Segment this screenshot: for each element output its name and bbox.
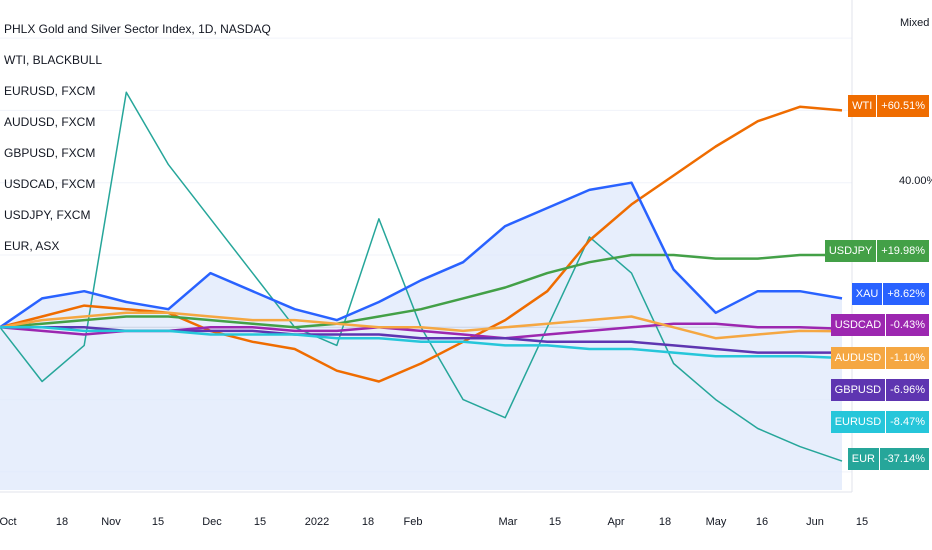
price-tag-symbol: USDJPY <box>824 240 877 262</box>
legend-item-usdjpy[interactable]: USDJPY, FXCM <box>4 208 91 222</box>
scale-mode-label[interactable]: Mixed <box>900 17 929 29</box>
price-tag-symbol: GBPUSD <box>830 379 886 401</box>
x-tick-label: May <box>706 516 727 528</box>
x-tick-label: Oct <box>0 516 17 528</box>
series-line-audusd[interactable] <box>0 311 843 340</box>
price-tag-eur: EUR -37.14% <box>847 448 929 470</box>
x-tick-label: 2022 <box>305 516 329 528</box>
price-tag-usdjpy: USDJPY +19.98% <box>824 240 929 262</box>
legend-item-usdcad[interactable]: USDCAD, FXCM <box>4 177 96 191</box>
series-lines <box>0 91 843 462</box>
x-tick-label: Dec <box>202 516 222 528</box>
price-tag-value: -37.14% <box>880 448 929 470</box>
legend-item-eur[interactable]: EUR, ASX <box>4 239 60 253</box>
price-tag-gbpusd: GBPUSD -6.96% <box>830 379 929 401</box>
series-line-wti[interactable] <box>0 105 843 383</box>
price-tag-symbol: EURUSD <box>830 411 886 433</box>
chart-title: PHLX Gold and Silver Sector Index, 1D, N… <box>4 22 271 36</box>
price-tag-value: +60.51% <box>877 95 929 117</box>
price-tag-value: -6.96% <box>886 379 929 401</box>
price-tag-symbol: WTI <box>848 95 877 117</box>
chart-legend: PHLX Gold and Silver Sector Index, 1D, N… <box>4 22 271 270</box>
x-axis-ticks: Oct 18 Nov 15 Dec 15 2022 18 Feb Mar 15 Apr 18 May 16 J… <box>0 516 868 528</box>
price-tag-eurusd: EURUSD -8.47% <box>830 411 929 433</box>
x-tick-label: 18 <box>56 516 68 528</box>
x-tick-label: Feb <box>404 516 423 528</box>
price-tag-audusd: AUDUSD -1.10% <box>830 347 929 369</box>
legend-item-audusd[interactable]: AUDUSD, FXCM <box>4 115 96 129</box>
price-tag-value: -0.43% <box>886 314 929 336</box>
x-tick-label: 18 <box>362 516 374 528</box>
price-tag-symbol: XAU <box>851 283 883 305</box>
price-tag-symbol: USDCAD <box>830 314 886 336</box>
x-tick-label: 15 <box>549 516 561 528</box>
series-line-eurusd[interactable] <box>0 326 843 360</box>
legend-item-gbpusd[interactable]: GBPUSD, FXCM <box>4 146 96 160</box>
price-tag-value: +8.62% <box>883 283 929 305</box>
x-tick-label: 16 <box>756 516 768 528</box>
x-tick-label: Mar <box>499 516 518 528</box>
price-tag-value: -8.47% <box>886 411 929 433</box>
x-tick-label: 15 <box>254 516 266 528</box>
x-tick-label: 15 <box>152 516 164 528</box>
price-tag-usdcad: USDCAD -0.43% <box>830 314 929 336</box>
x-tick-label: Apr <box>607 516 624 528</box>
price-tag-value: -1.10% <box>886 347 929 369</box>
price-tag-symbol: AUDUSD <box>830 347 886 369</box>
x-tick-label: Jun <box>806 516 824 528</box>
legend-item-wti[interactable]: WTI, BLACKBULL <box>4 53 103 67</box>
legend-item-eurusd[interactable]: EURUSD, FXCM <box>4 84 96 98</box>
price-tag-xau: XAU +8.62% <box>851 283 929 305</box>
x-tick-label: Nov <box>101 516 121 528</box>
x-tick-label: 18 <box>659 516 671 528</box>
price-tag-wti: WTI +60.51% <box>848 95 929 117</box>
y-tick-label: 40.00% <box>899 175 932 187</box>
price-tag-symbol: EUR <box>847 448 880 470</box>
series-line-usdjpy[interactable] <box>0 253 842 329</box>
price-tag-value: +19.98% <box>877 240 929 262</box>
x-tick-label: 15 <box>856 516 868 528</box>
series-line-xau[interactable] <box>0 181 843 329</box>
xau-area <box>0 182 842 490</box>
